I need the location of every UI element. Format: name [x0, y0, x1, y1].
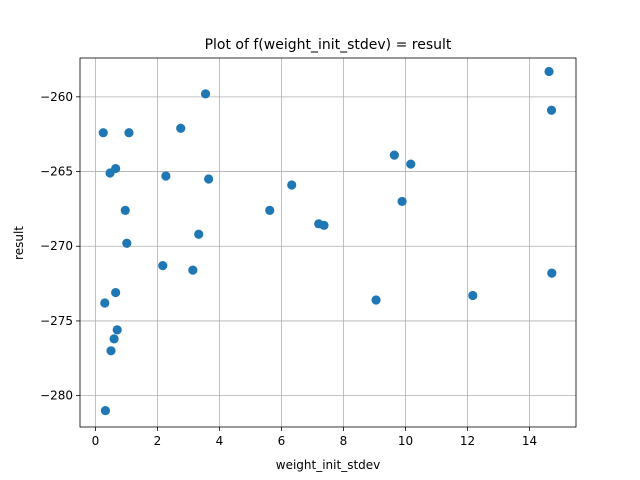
x-tick-label: 12 — [460, 434, 475, 448]
axis-ticks: 0 2 4 6 8 10 12 14 −280 −275 −270 −265 −260 — [40, 90, 537, 448]
scatter-point — [319, 220, 329, 230]
scatter-point — [200, 89, 211, 99]
x-tick-label: 2 — [154, 434, 162, 448]
scatter-point — [397, 196, 407, 207]
x-tick-label: 6 — [278, 434, 286, 448]
scatter-point — [176, 123, 186, 133]
plot-frame — [79, 57, 577, 428]
x-tick-label: 10 — [398, 434, 413, 448]
data-points — [98, 66, 557, 416]
scatter-point — [100, 405, 111, 416]
y-axis-label: result — [12, 226, 26, 260]
grid-lines — [80, 58, 576, 427]
scatter-point — [100, 298, 110, 308]
y-tick-label: −260 — [40, 90, 73, 104]
chart-title: Plot of f(weight_init_stdev) = result — [205, 37, 452, 53]
scatter-point — [122, 238, 132, 248]
x-tick-label: 0 — [92, 434, 100, 448]
scatter-point — [547, 268, 557, 278]
scatter-point — [188, 265, 198, 275]
x-tick-label: 8 — [340, 434, 348, 448]
scatter-point — [106, 346, 116, 356]
scatter-point — [111, 287, 121, 298]
scatter-point — [194, 229, 204, 239]
scatter-point — [161, 171, 171, 181]
scatter-point — [111, 163, 121, 174]
scatter-point — [204, 174, 214, 184]
x-tick-label: 4 — [216, 434, 224, 448]
scatter-point — [112, 325, 122, 335]
scatter-point — [287, 180, 297, 190]
y-tick-label: −265 — [40, 165, 73, 179]
x-tick-label: 14 — [522, 434, 537, 448]
y-tick-label: −275 — [40, 314, 73, 328]
scatter-point — [546, 105, 557, 115]
scatter-point — [98, 128, 108, 138]
scatter-point — [158, 261, 168, 271]
scatter-point — [109, 334, 119, 344]
scatter-point — [120, 205, 130, 215]
y-tick-label: −270 — [40, 239, 73, 253]
scatter-point — [265, 205, 275, 215]
y-tick-label: −280 — [40, 389, 73, 403]
scatter-point — [389, 150, 399, 160]
scatter-point — [371, 295, 381, 305]
scatter-point — [406, 159, 416, 169]
x-axis-label: weight_init_stdev — [276, 458, 381, 472]
scatter-point — [544, 66, 554, 77]
scatter-point — [468, 290, 478, 301]
scatter-point — [124, 128, 134, 138]
